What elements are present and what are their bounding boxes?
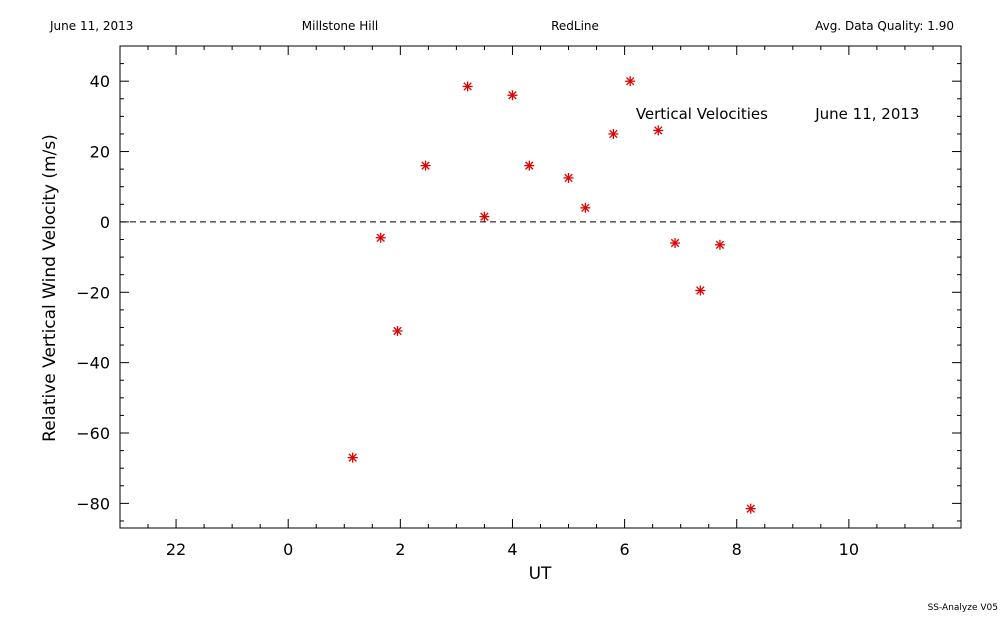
y-tick-label: −20 [76,283,110,302]
data-point [507,90,518,101]
x-tick-label: 10 [839,540,859,559]
data-point [653,125,664,136]
x-tick-label: 8 [732,540,742,559]
header-quality: Avg. Data Quality: 1.90 [815,19,954,33]
data-point [580,202,591,213]
x-tick-label: 6 [620,540,630,559]
data-point [695,285,706,296]
header-instrument: RedLine [551,19,599,33]
x-tick-label: 2 [395,540,405,559]
y-tick-label: −80 [76,494,110,513]
header-site: Millstone Hill [302,19,378,33]
data-point [563,172,574,183]
data-point [479,211,490,222]
x-tick-label: 22 [166,540,186,559]
data-point [347,452,358,463]
data-point [420,160,431,171]
data-point [745,503,756,514]
x-axis-title: UT [529,564,552,584]
annotation-vertical-velocities: Vertical Velocities [636,105,768,123]
y-tick-label: 0 [100,213,110,232]
footer-software: SS-Analyze V05 [928,603,998,613]
header-date: June 11, 2013 [49,19,133,33]
y-tick-label: −60 [76,424,110,443]
data-point [524,160,535,171]
data-point [392,325,403,336]
data-point [714,239,725,250]
data-point [375,232,386,243]
annotation-date: June 11, 2013 [814,105,919,123]
data-point [608,128,619,139]
data-point [462,81,473,92]
y-tick-label: 40 [90,72,110,91]
y-axis-title: Relative Vertical Wind Velocity (m/s) [40,134,60,442]
x-tick-label: 0 [283,540,293,559]
x-tick-label: 4 [507,540,517,559]
data-point [625,76,636,87]
data-point [670,238,681,249]
y-tick-label: 20 [90,143,110,162]
y-tick-label: −40 [76,354,110,373]
